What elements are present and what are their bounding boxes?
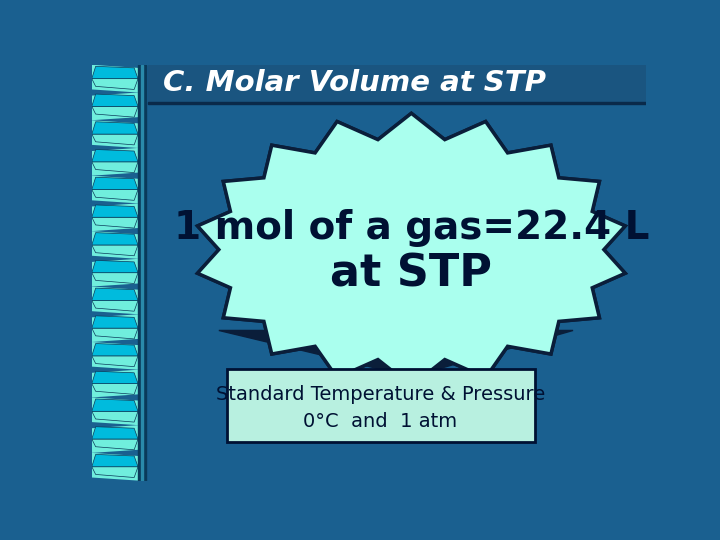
Polygon shape bbox=[92, 397, 138, 425]
Polygon shape bbox=[92, 233, 138, 245]
Polygon shape bbox=[92, 495, 138, 505]
Polygon shape bbox=[92, 134, 138, 145]
Bar bbox=[148, 102, 647, 104]
Polygon shape bbox=[92, 260, 138, 273]
Bar bbox=[141, 65, 143, 481]
Polygon shape bbox=[92, 177, 138, 190]
Polygon shape bbox=[92, 370, 138, 397]
Polygon shape bbox=[92, 217, 138, 228]
Text: 0°C  and  1 atm: 0°C and 1 atm bbox=[304, 412, 458, 431]
Bar bbox=[148, 65, 647, 102]
Polygon shape bbox=[92, 467, 138, 477]
Polygon shape bbox=[92, 92, 138, 120]
Polygon shape bbox=[92, 190, 138, 200]
Polygon shape bbox=[92, 356, 138, 367]
Polygon shape bbox=[92, 11, 138, 23]
Polygon shape bbox=[92, 65, 138, 92]
Polygon shape bbox=[92, 231, 138, 259]
Polygon shape bbox=[92, 300, 138, 311]
Polygon shape bbox=[92, 176, 138, 204]
Polygon shape bbox=[92, 106, 138, 117]
Polygon shape bbox=[92, 23, 138, 34]
Text: 1 mol of a gas=22.4 L: 1 mol of a gas=22.4 L bbox=[174, 209, 649, 247]
Polygon shape bbox=[92, 51, 138, 62]
Polygon shape bbox=[92, 316, 138, 328]
Polygon shape bbox=[92, 372, 138, 383]
Bar bbox=[138, 65, 145, 481]
Polygon shape bbox=[92, 259, 138, 287]
Polygon shape bbox=[92, 427, 138, 439]
Polygon shape bbox=[92, 37, 138, 65]
Polygon shape bbox=[92, 439, 138, 450]
Text: C. Molar Volume at STP: C. Molar Volume at STP bbox=[163, 69, 546, 97]
Polygon shape bbox=[92, 425, 138, 453]
Polygon shape bbox=[92, 273, 138, 284]
Polygon shape bbox=[92, 482, 138, 495]
Polygon shape bbox=[92, 162, 138, 173]
Polygon shape bbox=[92, 66, 138, 79]
Polygon shape bbox=[92, 150, 138, 162]
Polygon shape bbox=[92, 94, 138, 106]
Polygon shape bbox=[92, 287, 138, 314]
Polygon shape bbox=[92, 79, 138, 90]
Polygon shape bbox=[92, 204, 138, 231]
Polygon shape bbox=[92, 399, 138, 411]
Polygon shape bbox=[92, 245, 138, 256]
Polygon shape bbox=[92, 383, 138, 394]
Polygon shape bbox=[92, 205, 138, 217]
Polygon shape bbox=[92, 342, 138, 370]
Polygon shape bbox=[92, 343, 138, 356]
Polygon shape bbox=[92, 411, 138, 422]
Polygon shape bbox=[92, 39, 138, 51]
Polygon shape bbox=[92, 314, 138, 342]
Polygon shape bbox=[92, 453, 138, 481]
Polygon shape bbox=[92, 148, 138, 176]
Polygon shape bbox=[92, 455, 138, 467]
Bar bbox=[227, 369, 534, 442]
Text: Standard Temperature & Pressure: Standard Temperature & Pressure bbox=[216, 385, 545, 404]
Polygon shape bbox=[219, 330, 573, 377]
Polygon shape bbox=[197, 113, 625, 386]
Polygon shape bbox=[92, 328, 138, 339]
Polygon shape bbox=[92, 288, 138, 300]
Polygon shape bbox=[92, 122, 138, 134]
Polygon shape bbox=[92, 120, 138, 148]
Polygon shape bbox=[197, 113, 625, 386]
Text: at STP: at STP bbox=[330, 253, 492, 296]
